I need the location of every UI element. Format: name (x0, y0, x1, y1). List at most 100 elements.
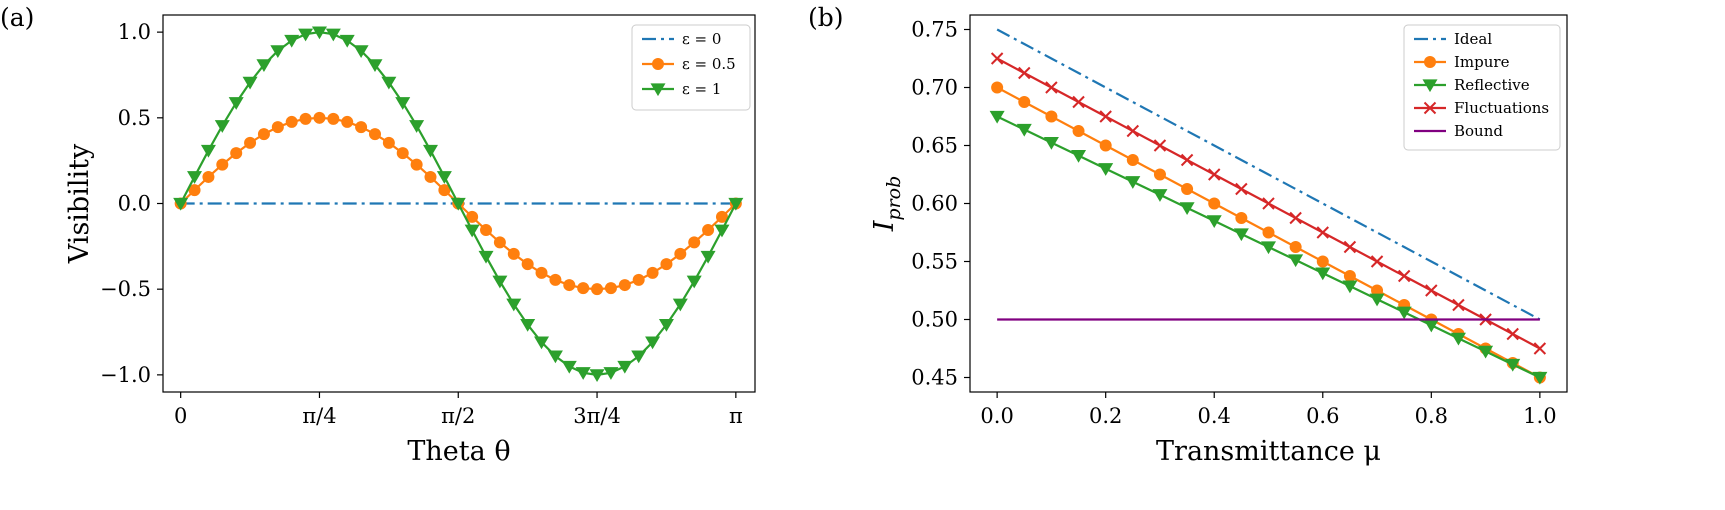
panel-b-y-axis-label: Iprob (869, 176, 905, 233)
panel-b-y-tick-label: 0.70 (911, 76, 958, 100)
panel-b-series-1-point (991, 81, 1004, 94)
panel-a-series-2-point (200, 144, 216, 158)
panel-a-series-1-point (382, 136, 395, 149)
panel-a-series-1-point (535, 266, 548, 279)
panel-b-panel-label: (b) (808, 3, 844, 32)
panel-b-x-tick-label: 1.0 (1523, 404, 1556, 428)
panel-b-series-3-point (1506, 327, 1519, 341)
panel-b-series-3-point (1452, 298, 1465, 312)
panel-a-y-tick-label: 0.0 (118, 192, 151, 216)
panel-b-x-tick-label: 0.8 (1415, 404, 1448, 428)
panel-a-series-2-point (534, 336, 550, 350)
panel-a-x-tick-label: 3π/4 (573, 404, 621, 428)
panel-b-series-1-point (1262, 226, 1275, 239)
panel-a-series-1 (174, 111, 742, 296)
panel-a-series-2-point (256, 59, 272, 72)
panel-a-series-1-point (257, 128, 270, 141)
panel-b-series-1-point (1045, 110, 1058, 123)
panel-a-series-1-point (493, 236, 506, 249)
panel-a-series-2-point (339, 34, 355, 48)
panel-a-series-2-point (381, 76, 397, 90)
panel-a-series-1-point (244, 136, 257, 149)
panel-b-x-tick-label: 0.0 (980, 404, 1013, 428)
panel-b-y-tick-label: 0.50 (911, 308, 958, 332)
panel-b-series-3-point (1072, 95, 1085, 109)
panel-a-series-2-point (228, 97, 244, 110)
panel-a-series-1-point (577, 282, 590, 295)
panel-a-series-1-point (507, 247, 520, 260)
panel-a-x-axis-label: Theta θ (407, 436, 510, 467)
panel-b-series-2-point (1478, 345, 1494, 359)
panel-a-series-2-point (298, 28, 314, 42)
panel-b-series-0-line (996, 28, 1541, 321)
panel-a-series-2-point (700, 250, 716, 264)
panel-b-series-3-point (1180, 153, 1194, 167)
panel-b-series-3-point (1425, 284, 1438, 297)
panel-b-series-2-point (1450, 332, 1466, 346)
panel-a-series-1-point (396, 147, 409, 160)
panel-b-legend-marker (1423, 101, 1437, 115)
panel-a-series-2-point (714, 224, 730, 238)
panel-b-series-1-point (1316, 255, 1329, 268)
panel-a-y-tick-label: −0.5 (100, 277, 151, 301)
panel-b-series-2-point (1071, 150, 1087, 163)
panel-a-series-2-point (631, 350, 647, 364)
panel-b-series-2-point (1532, 371, 1548, 385)
panel-a-y-tick-label: 0.5 (118, 106, 151, 130)
panel-b-series-1-point (1126, 154, 1139, 166)
panel-a-series-2-point (728, 197, 744, 211)
panel-b-x-axis-label: Transmittance μ (1156, 436, 1381, 467)
panel-b-series-1-point (1018, 96, 1031, 108)
panel-a-series-1-point (591, 283, 604, 296)
panel-a-series-1-point (660, 258, 673, 271)
panel-b-legend-box (1403, 24, 1561, 151)
panel-b-series-3-point (1018, 66, 1031, 80)
panel-b-series-1-point (1343, 270, 1356, 282)
panel-b-series-1-point (1371, 284, 1384, 297)
panel-b-series-2-point (1152, 189, 1168, 202)
panel-b-y-tick-label: 0.60 (911, 192, 958, 216)
panel-b-series-3-point (1208, 168, 1221, 181)
panel-b-x-tick-label: 0.6 (1306, 404, 1339, 428)
panel-a-panel-label: (a) (0, 3, 34, 32)
panel-b-series-2-point (1396, 306, 1412, 320)
panel-a-series-2-point (520, 319, 536, 332)
panel-b-series-1-point (1181, 183, 1194, 195)
panel-a-series-1-point (688, 236, 701, 249)
panel-a-series-2-point (547, 350, 563, 364)
panel-b-series-2-point (1342, 280, 1358, 294)
panel-b-series-3-point (1045, 81, 1058, 94)
panel-b-legend: Ideal Impure Reflective Fluctuations Bound (1403, 24, 1561, 151)
panel-a-series-1-point (202, 170, 215, 183)
panel-a-series-1-point (618, 279, 631, 292)
panel-b-series-2-point (1125, 176, 1141, 189)
panel-b-legend-marker (1422, 79, 1438, 93)
panel-b-series-2-point (989, 110, 1005, 124)
panel-a-series-1-point (480, 224, 493, 237)
panel-a-series-1-point (702, 224, 715, 237)
panel-b-series-2-point (1043, 136, 1059, 150)
panel-a-series-2-point (603, 367, 619, 380)
panel-b-series-2-point (1505, 358, 1521, 372)
panel-a-series-2-point (409, 120, 425, 133)
panel-a-x-tick-label: π/4 (302, 404, 336, 428)
panel-a-legend-label: ε = 0.5 (682, 55, 736, 73)
panel-b-series-2-point (1016, 123, 1032, 137)
panel-b-series-2-point (1315, 267, 1331, 281)
panel-a-series-2-point (422, 144, 438, 158)
panel-a-series-1-point (521, 258, 534, 271)
panel-a-series-2-point (284, 34, 300, 48)
panel-a-series-1-point (410, 158, 423, 171)
panel-a-series-1-point (466, 210, 479, 223)
panel-a-y-tick-label: 1.0 (118, 20, 151, 44)
panel-b-series-3-point (1235, 182, 1248, 196)
panel-a-series-1-point (285, 115, 298, 128)
panel-b-series-3-point (1316, 226, 1329, 239)
panel-a-series-1-point (604, 282, 617, 295)
panel-b-series-3-point (1126, 124, 1140, 138)
panel-a-series-1-point (341, 115, 354, 128)
panel-a-series-1-point (368, 128, 381, 141)
panel-b-series-1-point (1208, 197, 1221, 210)
panel-a-y-tick-label: −1.0 (100, 363, 151, 387)
